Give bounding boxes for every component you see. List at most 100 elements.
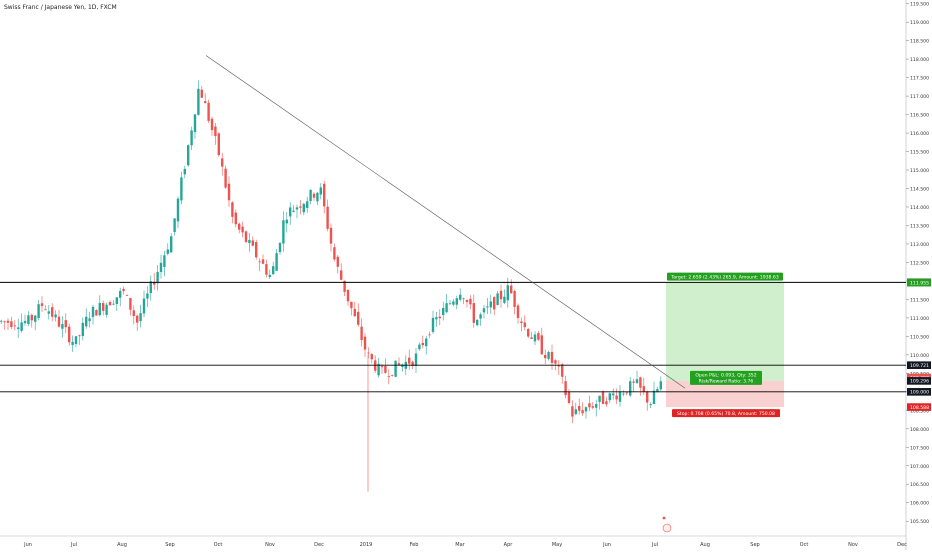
- bearish-candle: [299, 200, 302, 215]
- candle-body: [91, 306, 95, 317]
- pnl-text: Open P&L: 0.093, Qty: 352: [695, 373, 756, 379]
- candle-body: [187, 145, 190, 166]
- bullish-candle: [629, 377, 632, 398]
- candle-body: [10, 321, 13, 328]
- candle-body: [462, 298, 465, 300]
- y-tick-label: 107.000: [910, 464, 929, 470]
- candle-body: [523, 322, 526, 328]
- candle-body: [275, 253, 278, 271]
- bullish-candle: [435, 312, 438, 327]
- candle-body: [408, 357, 411, 364]
- candle-body: [255, 242, 258, 258]
- bearish-candle: [312, 192, 316, 201]
- bullish-candle: [302, 202, 305, 216]
- y-tick-label: 118.000: [910, 57, 929, 63]
- bearish-candle: [6, 318, 10, 330]
- bullish-candle: [649, 402, 652, 409]
- candle-body: [251, 240, 254, 246]
- candle-body: [476, 319, 479, 326]
- candle-body: [513, 290, 516, 307]
- candle-body: [200, 89, 203, 98]
- candle-body: [486, 306, 489, 308]
- x-tick-label: Sep: [750, 542, 759, 548]
- candle-body: [601, 391, 605, 404]
- candle-body: [40, 303, 44, 306]
- price-tag: 111.955: [907, 278, 931, 287]
- bearish-candle: [326, 199, 329, 232]
- y-tick-label: 118.500: [910, 39, 929, 45]
- bullish-candle: [166, 243, 169, 256]
- bearish-candle: [340, 263, 343, 281]
- y-tick-label: 108.500: [910, 408, 929, 414]
- candle-body: [299, 206, 302, 208]
- candle-body: [125, 294, 129, 296]
- bullish-candle: [142, 290, 146, 318]
- candle-body: [193, 114, 197, 132]
- candle-body: [442, 308, 445, 316]
- x-tick-label: Dec: [314, 542, 324, 548]
- candle-body: [595, 404, 598, 408]
- candle-body: [180, 177, 183, 201]
- target-label-bg: [667, 272, 783, 281]
- candle-body: [224, 168, 227, 188]
- bullish-candle: [289, 202, 292, 225]
- x-tick-label: Nov: [265, 542, 275, 548]
- bearish-candle: [588, 395, 591, 412]
- candle-body: [17, 327, 20, 330]
- bearish-candle: [350, 301, 353, 316]
- candle-body: [652, 390, 656, 404]
- bullish-candle: [479, 312, 482, 326]
- bearish-candle: [210, 116, 214, 136]
- bearish-candle: [499, 284, 503, 308]
- candle-body: [295, 207, 299, 210]
- candle-body: [142, 298, 146, 314]
- trendline: [205, 55, 686, 389]
- bullish-candle: [622, 390, 625, 397]
- candle-body: [64, 320, 67, 328]
- bullish-candle: [452, 299, 455, 307]
- bearish-candle: [387, 369, 390, 385]
- y-tick-label: 117.000: [910, 94, 929, 100]
- y-tick-label: 114.000: [910, 205, 929, 211]
- candle-body: [159, 262, 163, 272]
- candle-body: [13, 325, 16, 327]
- bullish-candle: [85, 308, 88, 329]
- bearish-candle: [10, 316, 13, 330]
- pnl-box-bg: [690, 370, 762, 385]
- bullish-candle: [146, 286, 149, 308]
- bullish-candle: [197, 80, 200, 116]
- bearish-candle: [234, 209, 237, 228]
- bullish-candle: [54, 310, 57, 322]
- candle-body: [285, 219, 288, 224]
- candle-body: [81, 322, 84, 337]
- candle-body: [574, 409, 577, 415]
- candle-body: [30, 314, 33, 321]
- candle-body: [391, 374, 394, 376]
- candle-body: [401, 364, 404, 368]
- bearish-candle: [384, 358, 387, 374]
- candle-body: [445, 303, 448, 313]
- bearish-candle: [367, 347, 370, 359]
- bullish-candle: [187, 144, 190, 167]
- price-tag-text: 109.296: [910, 379, 929, 385]
- bearish-candle: [540, 327, 543, 355]
- candle-body: [47, 311, 50, 314]
- bullish-candle: [547, 350, 550, 361]
- bullish-candle: [37, 299, 40, 321]
- candle-body: [384, 365, 387, 373]
- candle-body: [438, 316, 441, 319]
- candle-body: [85, 316, 88, 327]
- bearish-candle: [221, 152, 224, 176]
- candle-body: [537, 333, 540, 340]
- candle-body: [312, 193, 316, 198]
- bearish-candle: [333, 243, 336, 262]
- bearish-candle: [561, 362, 564, 384]
- candle-body: [380, 366, 384, 368]
- candle-body: [618, 391, 622, 402]
- bullish-candle: [278, 242, 282, 255]
- candle-body: [598, 395, 601, 402]
- stop-zone: [666, 380, 784, 408]
